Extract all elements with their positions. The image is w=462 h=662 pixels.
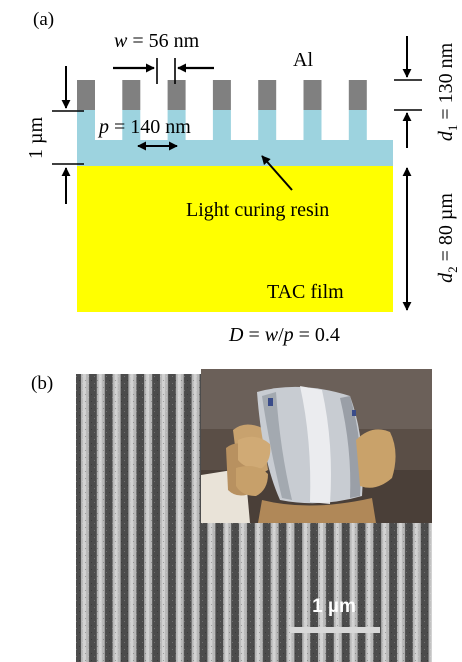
resin-ridge [167,110,186,141]
scale-bar [290,627,380,633]
al-label: Al [293,49,313,71]
resin-ridge [258,110,277,141]
resin-ridge [122,110,141,141]
al-wire [122,80,141,110]
d2-label: d2 = 80 µm [435,193,460,283]
al-wire [303,80,322,110]
thumb [356,429,396,488]
tac-label: TAC film [267,281,344,303]
panel-b-label: (b) [31,373,53,394]
p-label: p = 140 nm [97,116,191,138]
one-um-label: 1 µm [25,117,47,160]
resin-pointer-arrow [261,155,293,191]
resin-label: Light curing resin [186,199,329,221]
resin-ridge [348,110,367,141]
panel-a-label: (a) [33,9,54,30]
tac-film-layer [77,166,393,312]
panel-a: (a) w = 56 nm Al p = 140 nm 1 µm Light c… [25,9,460,346]
resin-ridge [77,110,95,141]
resin-ridge [212,110,231,141]
scale-bar-label: 1 µm [312,596,356,617]
w-label: w = 56 nm [114,30,200,52]
resin-base-layer [77,140,393,166]
d1-label: d1 = 130 nm [435,42,460,141]
panel-b: (b) [31,369,432,662]
resin-ridge [303,110,322,141]
wire-grid [77,80,367,141]
al-wire [77,80,95,110]
inset-photo [201,369,432,523]
duty-cycle-label: D = w/p = 0.4 [228,324,340,346]
al-wire [258,80,277,110]
al-wire [167,80,186,110]
al-wire [348,80,367,110]
al-wire [212,80,231,110]
